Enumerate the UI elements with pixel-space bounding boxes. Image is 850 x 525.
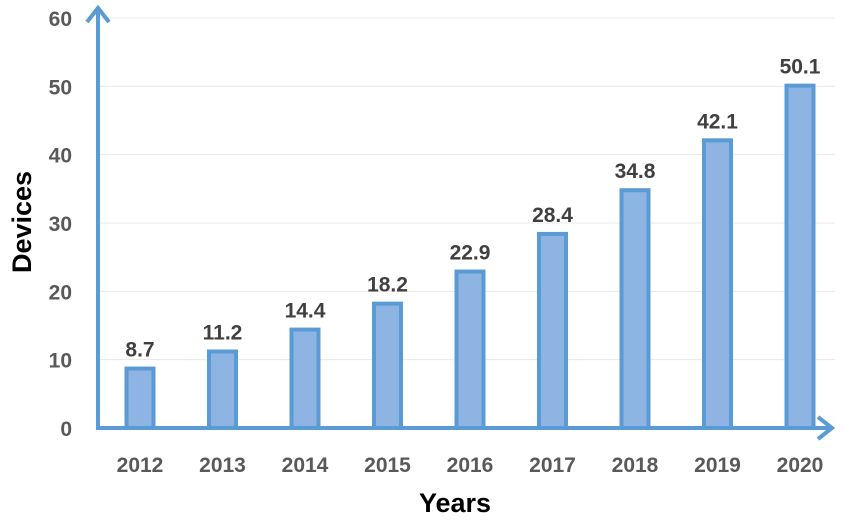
bar xyxy=(702,138,733,430)
data-labels: 8.7 11.2 14.4 18.2 22.9 28.4 34.8 42.1 50.1 xyxy=(125,56,820,362)
x-tick-label: 2020 xyxy=(777,454,824,477)
x-axis-arrow-icon xyxy=(816,415,836,441)
x-axis-title: Years xyxy=(419,488,491,518)
data-label: 28.4 xyxy=(532,204,573,227)
y-axis-arrow-icon xyxy=(85,4,111,24)
bar xyxy=(784,83,816,431)
x-tick-label: 2016 xyxy=(447,454,494,477)
y-tick-labels: 0 10 20 30 40 50 60 xyxy=(49,8,72,441)
bar xyxy=(207,349,238,431)
data-label: 18.2 xyxy=(367,274,408,297)
x-tick-label: 2015 xyxy=(364,454,411,477)
x-tick-label: 2012 xyxy=(117,454,164,477)
x-tick-label: 2018 xyxy=(612,454,659,477)
x-tick-labels: 2012 2013 2014 2015 2016 2017 2018 2019 2020 xyxy=(117,454,824,477)
x-tick-label: 2014 xyxy=(282,454,329,477)
data-label: 8.7 xyxy=(125,339,154,362)
y-tick-label: 50 xyxy=(49,76,72,99)
y-tick-label: 20 xyxy=(49,281,72,304)
data-label: 42.1 xyxy=(697,110,738,133)
data-label: 22.9 xyxy=(450,242,491,265)
bar xyxy=(289,327,321,431)
y-tick-label: 0 xyxy=(60,418,72,441)
bar xyxy=(619,188,651,430)
data-label: 11.2 xyxy=(203,321,243,344)
y-tick-label: 40 xyxy=(49,145,72,168)
x-tick-label: 2017 xyxy=(529,454,576,477)
data-label: 34.8 xyxy=(615,160,656,183)
y-axis-title: Devices xyxy=(7,171,37,273)
data-label: 14.4 xyxy=(285,300,326,323)
bar xyxy=(124,366,156,430)
y-tick-label: 10 xyxy=(49,350,72,373)
bar xyxy=(372,301,403,430)
axes xyxy=(85,4,836,441)
data-label: 50.1 xyxy=(780,56,821,79)
bar xyxy=(454,269,486,430)
bars xyxy=(124,83,816,431)
bar xyxy=(537,231,568,430)
y-tick-label: 30 xyxy=(49,213,72,236)
y-tick-label: 60 xyxy=(49,8,72,31)
x-tick-label: 2019 xyxy=(694,454,741,477)
x-tick-label: 2013 xyxy=(199,454,246,477)
